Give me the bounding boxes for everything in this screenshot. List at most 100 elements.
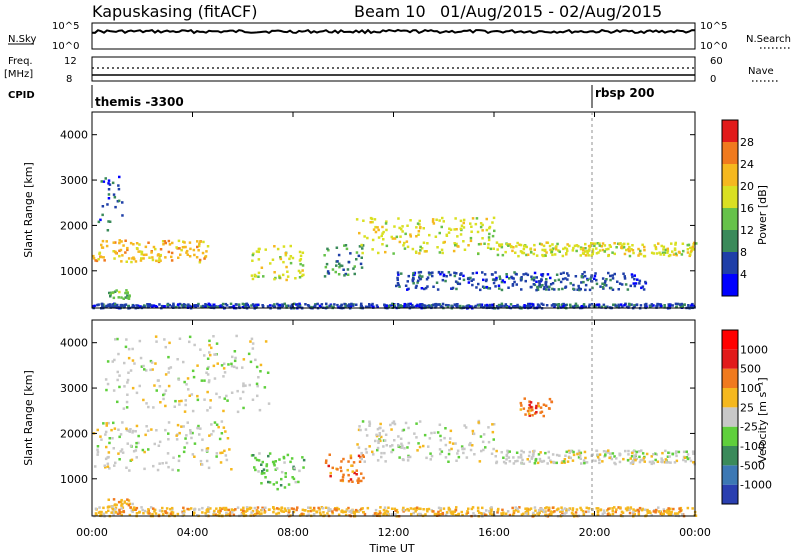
power-dot: [564, 277, 567, 280]
power-dot: [666, 247, 669, 251]
power-dot: [533, 271, 537, 275]
power-dot: [623, 277, 627, 280]
velocity-dot: [154, 362, 157, 365]
power-dot: [590, 276, 593, 279]
velocity-dot: [182, 506, 185, 510]
velocity-dot: [632, 511, 635, 514]
power-dot: [424, 286, 428, 290]
velocity-dot: [522, 512, 525, 516]
velocity-dot: [210, 346, 213, 350]
power-dot: [104, 177, 107, 180]
velocity-dot: [633, 458, 636, 461]
power-dot: [345, 247, 349, 251]
power-dot: [313, 304, 317, 307]
velocity-dot: [550, 460, 553, 464]
velocity-dot: [663, 461, 667, 464]
velocity-dot: [111, 510, 115, 514]
velocity-dot: [191, 453, 195, 456]
power-dot: [421, 275, 424, 278]
velocity-dot: [579, 454, 582, 457]
velocity-dot: [632, 450, 636, 453]
power-dot: [625, 248, 628, 252]
velocity-dot: [161, 506, 164, 510]
velocity-dot: [102, 422, 105, 425]
power-dot: [201, 251, 205, 255]
velocity-dot: [416, 449, 419, 452]
power-dot: [319, 306, 323, 309]
power-dot: [681, 242, 685, 245]
velocity-dot: [128, 430, 131, 433]
velocity-dot: [213, 509, 216, 513]
power-dot: [289, 261, 293, 265]
power-dot: [432, 285, 435, 288]
power-dot: [163, 240, 167, 243]
power-dot: [298, 250, 302, 254]
power-dot: [580, 281, 583, 284]
velocity-dot: [640, 449, 643, 452]
velocity-dot: [273, 464, 276, 467]
power-dot: [593, 242, 597, 245]
velocity-dot: [272, 510, 275, 514]
power-dot: [500, 280, 504, 284]
power-dot: [613, 272, 616, 276]
power-dot: [251, 303, 255, 306]
velocity-dot: [344, 510, 347, 514]
power-dot: [673, 247, 677, 250]
power-dot: [543, 286, 546, 289]
nsky-panel: N.Sky 10^5 10^0 10^5 10^0 N.Search: [8, 21, 791, 52]
velocity-dot: [164, 389, 168, 392]
power-dot: [572, 287, 575, 291]
velocity-dot: [149, 506, 153, 509]
power-dot: [441, 278, 445, 282]
power-dot: [192, 304, 196, 308]
power-dot: [420, 287, 424, 290]
power-dot: [168, 303, 171, 307]
velocity-dot: [415, 506, 419, 509]
power-dot: [327, 272, 331, 275]
power-dot: [505, 243, 509, 246]
velocity-dot: [640, 508, 644, 512]
colorbar-swatch: [722, 164, 738, 186]
power-dot: [254, 275, 258, 278]
velocity-ylabel: Slant Range [km]: [22, 370, 35, 466]
power-dot: [567, 274, 570, 277]
power-dot: [692, 243, 695, 246]
power-dot: [536, 288, 540, 291]
power-dot: [575, 244, 579, 247]
velocity-dot: [428, 437, 432, 440]
velocity-dot: [134, 508, 137, 511]
power-dot: [526, 273, 530, 277]
velocity-dot: [94, 465, 97, 468]
velocity-dot: [347, 460, 350, 463]
velocity-dot: [112, 498, 116, 501]
power-dot: [549, 276, 552, 280]
velocity-dot: [261, 460, 264, 464]
velocity-dot: [469, 441, 472, 445]
velocity-dot: [383, 439, 387, 442]
velocity-dot: [524, 507, 527, 510]
velocity-dot: [376, 448, 379, 452]
velocity-dot: [396, 511, 399, 514]
power-dot: [289, 255, 293, 258]
velocity-dot: [160, 510, 164, 513]
velocity-dot: [236, 389, 239, 393]
velocity-dot: [264, 506, 267, 509]
velocity-dot: [675, 450, 678, 454]
velocity-dot: [427, 445, 430, 448]
velocity-dot: [637, 512, 641, 516]
power-dot: [440, 248, 444, 252]
velocity-dot: [132, 450, 136, 453]
velocity-dot: [233, 350, 237, 353]
power-dot: [620, 244, 624, 247]
power-dot: [458, 277, 461, 280]
power-dot: [475, 286, 478, 289]
velocity-dot: [223, 371, 227, 374]
velocity-dot: [217, 510, 220, 514]
velocity-dot: [500, 513, 504, 516]
power-dot: [291, 256, 295, 260]
cpid-label: CPID: [8, 90, 35, 101]
velocity-dot: [357, 477, 360, 480]
velocity-dot: [177, 378, 181, 381]
power-dot: [374, 225, 377, 229]
velocity-dot: [167, 371, 170, 374]
